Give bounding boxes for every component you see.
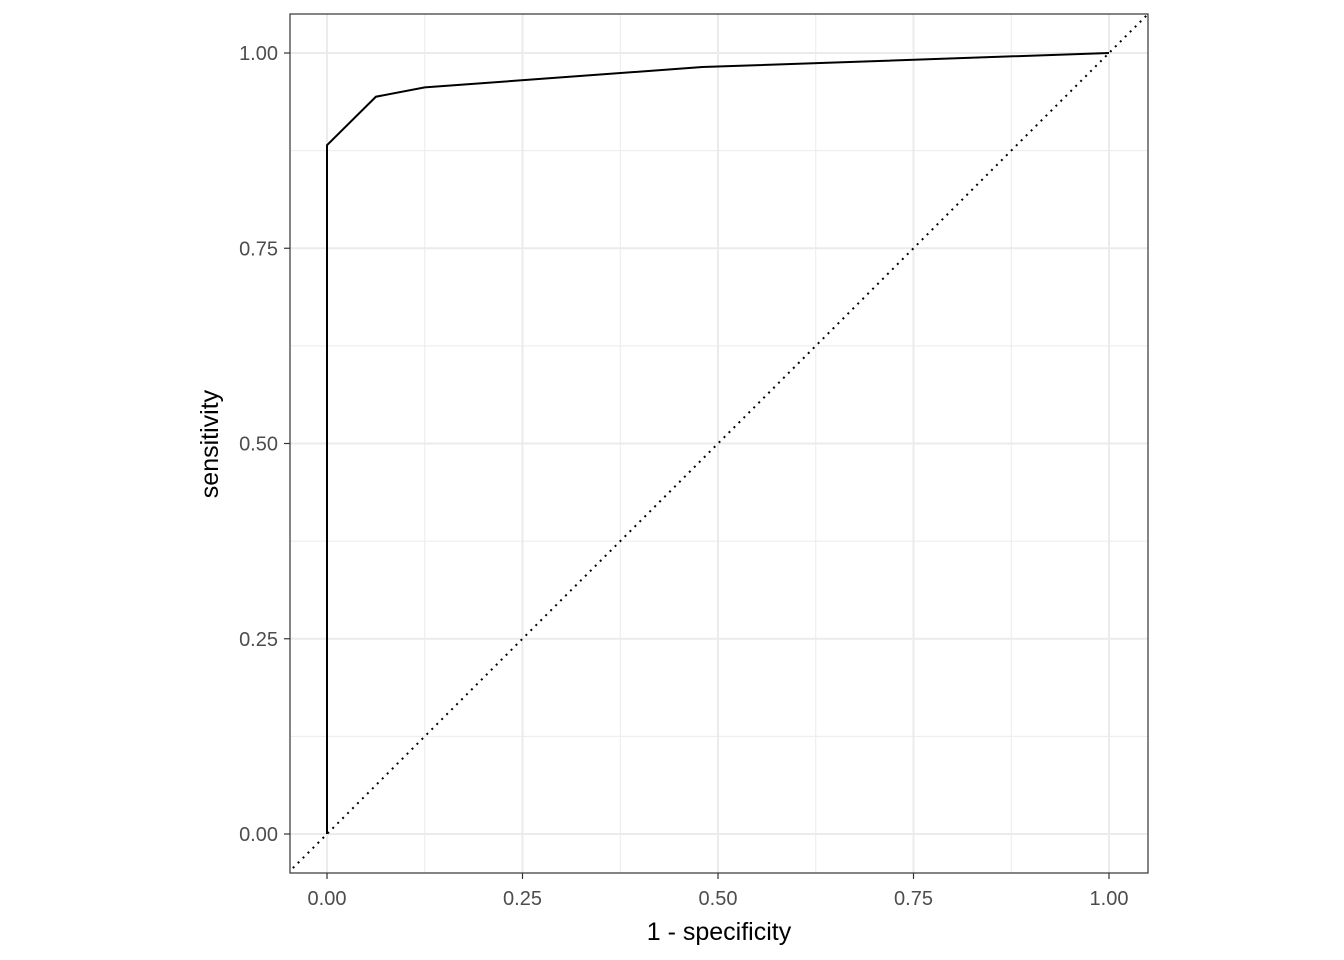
y-tick-label: 1.00 [239,43,278,65]
x-tick-label: 0.75 [894,888,933,910]
x-tick-label: 0.25 [503,888,542,910]
x-tick-label: 0.00 [308,888,347,910]
ticks: 0.00 0.25 0.50 0.75 1.00 0.00 0.25 0.50 0.75 1.00 [239,43,1128,910]
y-tick-label: 0.75 [239,238,278,260]
y-tick-label: 0.00 [239,824,278,846]
roc-curve [326,52,1110,834]
y-tick-label: 0.50 [239,434,278,456]
y-axis-label: sensitivity [196,389,224,498]
plot-lines [290,14,1148,873]
x-axis-label: 1 - specificity [647,918,792,946]
x-tick-label: 1.00 [1090,888,1129,910]
x-tick-label: 0.50 [699,888,738,910]
y-tick-label: 0.25 [239,629,278,651]
